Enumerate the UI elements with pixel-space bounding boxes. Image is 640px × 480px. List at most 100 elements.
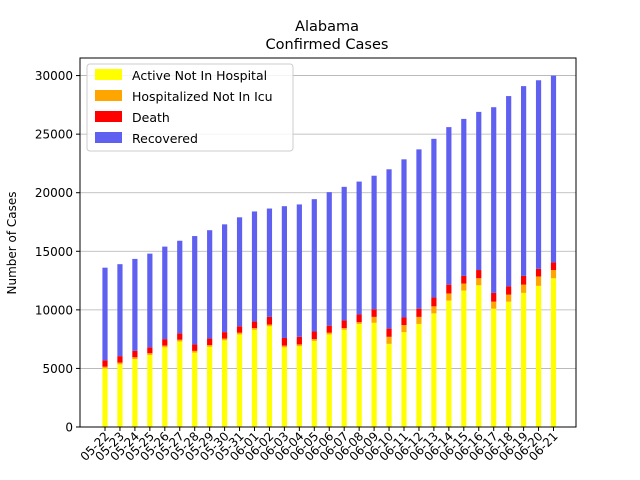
y-axis: 0 5000 10000 15000 20000 25000 30000 bbox=[35, 69, 80, 435]
bar-active-not-in-hospital-06-20 bbox=[535, 285, 542, 427]
bar-recovered-06-14 bbox=[446, 127, 452, 285]
bar-active-not-in-hospital-05-24 bbox=[132, 359, 138, 427]
bar-active-not-in-hospital-06-15 bbox=[461, 290, 467, 427]
bar-hospitalized-not-in-icu-06-14 bbox=[446, 293, 452, 301]
bar-hospitalized-not-in-icu-06-11 bbox=[401, 325, 407, 333]
bar-death-06-08 bbox=[356, 314, 362, 323]
bar-recovered-06-11 bbox=[401, 159, 407, 318]
bar-death-06-12 bbox=[416, 308, 422, 317]
bar-hospitalized-not-in-icu-05-26 bbox=[162, 345, 168, 348]
bar-active-not-in-hospital-06-16 bbox=[476, 285, 482, 427]
bar-hospitalized-not-in-icu-06-21 bbox=[550, 270, 557, 279]
bar-hospitalized-not-in-icu-06-16 bbox=[476, 278, 482, 286]
bar-recovered-06-02 bbox=[266, 208, 273, 317]
legend-label: Recovered bbox=[132, 131, 198, 146]
bar-recovered-06-04 bbox=[296, 204, 302, 337]
bar-active-not-in-hospital-06-18 bbox=[506, 301, 512, 427]
bar-death-05-23 bbox=[117, 356, 123, 363]
bar-recovered-05-28 bbox=[192, 236, 198, 345]
bar-hospitalized-not-in-icu-06-19 bbox=[521, 284, 527, 293]
bar-death-06-14 bbox=[446, 284, 452, 294]
bar-hospitalized-not-in-icu-06-05 bbox=[311, 339, 317, 341]
bar-recovered-06-13 bbox=[431, 138, 437, 298]
bar-death-05-25 bbox=[147, 347, 153, 354]
bars-group bbox=[102, 75, 557, 427]
bar-recovered-06-05 bbox=[311, 199, 317, 332]
bar-recovered-05-26 bbox=[162, 246, 168, 340]
bar-active-not-in-hospital-06-04 bbox=[296, 346, 302, 427]
bar-death-06-11 bbox=[401, 317, 407, 326]
legend-swatch bbox=[95, 69, 122, 80]
bar-hospitalized-not-in-icu-05-30 bbox=[222, 338, 228, 341]
y-tick-label: 0 bbox=[65, 421, 73, 435]
bar-recovered-05-31 bbox=[236, 217, 243, 327]
bar-active-not-in-hospital-06-17 bbox=[491, 308, 497, 427]
bar-recovered-05-29 bbox=[207, 230, 213, 339]
bar-hospitalized-not-in-icu-06-04 bbox=[296, 344, 302, 347]
chart-title: Alabama bbox=[295, 19, 359, 35]
chart-subtitle: Confirmed Cases bbox=[266, 37, 389, 53]
bar-hospitalized-not-in-icu-06-07 bbox=[341, 328, 347, 330]
bar-hospitalized-not-in-icu-06-09 bbox=[371, 316, 377, 323]
bar-hospitalized-not-in-icu-05-23 bbox=[117, 362, 123, 365]
bar-active-not-in-hospital-05-23 bbox=[117, 364, 123, 427]
bar-active-not-in-hospital-06-10 bbox=[386, 343, 392, 427]
bar-recovered-06-15 bbox=[461, 118, 467, 276]
bar-death-06-01 bbox=[251, 321, 258, 329]
bar-hospitalized-not-in-icu-06-20 bbox=[535, 276, 542, 286]
bar-active-not-in-hospital-05-22 bbox=[102, 368, 108, 427]
bar-recovered-06-19 bbox=[521, 86, 527, 276]
y-axis-label: Number of Cases bbox=[5, 191, 19, 294]
bar-death-06-06 bbox=[326, 325, 332, 333]
legend-swatch bbox=[95, 111, 122, 122]
y-tick-label: 10000 bbox=[35, 303, 73, 317]
bar-recovered-06-07 bbox=[341, 186, 347, 321]
bar-active-not-in-hospital-06-02 bbox=[266, 326, 273, 427]
bar-recovered-05-24 bbox=[132, 258, 138, 351]
bar-death-06-02 bbox=[266, 316, 273, 325]
y-tick-label: 30000 bbox=[35, 69, 73, 83]
bar-recovered-06-01 bbox=[251, 211, 258, 322]
bar-hospitalized-not-in-icu-06-02 bbox=[266, 324, 273, 327]
bar-recovered-06-17 bbox=[491, 107, 497, 293]
bar-hospitalized-not-in-icu-05-28 bbox=[192, 350, 198, 353]
bar-hospitalized-not-in-icu-06-01 bbox=[251, 328, 258, 330]
legend-swatch bbox=[95, 132, 122, 143]
bar-active-not-in-hospital-06-08 bbox=[356, 323, 362, 427]
bar-recovered-05-25 bbox=[147, 253, 153, 348]
bar-active-not-in-hospital-05-29 bbox=[207, 346, 213, 427]
x-axis: 05-2205-2305-2405-2505-2605-2705-2805-29… bbox=[78, 427, 561, 464]
bar-recovered-06-21 bbox=[550, 75, 557, 263]
bar-death-05-30 bbox=[222, 332, 228, 339]
bar-death-06-15 bbox=[461, 275, 467, 284]
bar-active-not-in-hospital-06-01 bbox=[251, 329, 258, 427]
bar-active-not-in-hospital-05-27 bbox=[177, 341, 183, 427]
bar-death-05-29 bbox=[207, 338, 213, 345]
bar-hospitalized-not-in-icu-06-10 bbox=[386, 336, 392, 344]
y-tick-label: 20000 bbox=[35, 186, 73, 200]
bar-death-06-05 bbox=[311, 331, 317, 340]
bar-recovered-05-27 bbox=[177, 240, 183, 334]
bar-hospitalized-not-in-icu-05-27 bbox=[177, 339, 183, 342]
bar-death-05-22 bbox=[102, 360, 108, 367]
bar-active-not-in-hospital-05-25 bbox=[147, 354, 153, 427]
bar-death-05-27 bbox=[177, 333, 183, 340]
bar-recovered-06-16 bbox=[476, 111, 482, 271]
legend-label: Active Not In Hospital bbox=[132, 68, 267, 83]
legend-swatch bbox=[95, 90, 122, 101]
bar-hospitalized-not-in-icu-05-31 bbox=[236, 332, 243, 335]
y-tick-label: 5000 bbox=[42, 362, 73, 376]
bar-death-06-04 bbox=[296, 336, 302, 345]
bar-death-05-26 bbox=[162, 339, 168, 346]
bar-recovered-06-20 bbox=[535, 80, 542, 269]
y-tick-label: 15000 bbox=[35, 245, 73, 259]
bar-active-not-in-hospital-05-26 bbox=[162, 347, 168, 427]
bar-active-not-in-hospital-06-21 bbox=[550, 278, 557, 427]
bar-active-not-in-hospital-06-06 bbox=[326, 334, 332, 427]
bar-recovered-05-30 bbox=[222, 224, 228, 333]
bar-active-not-in-hospital-06-09 bbox=[371, 322, 377, 427]
bar-active-not-in-hospital-06-11 bbox=[401, 332, 407, 427]
bar-hospitalized-not-in-icu-05-22 bbox=[102, 366, 108, 369]
bar-hospitalized-not-in-icu-06-12 bbox=[416, 316, 422, 324]
